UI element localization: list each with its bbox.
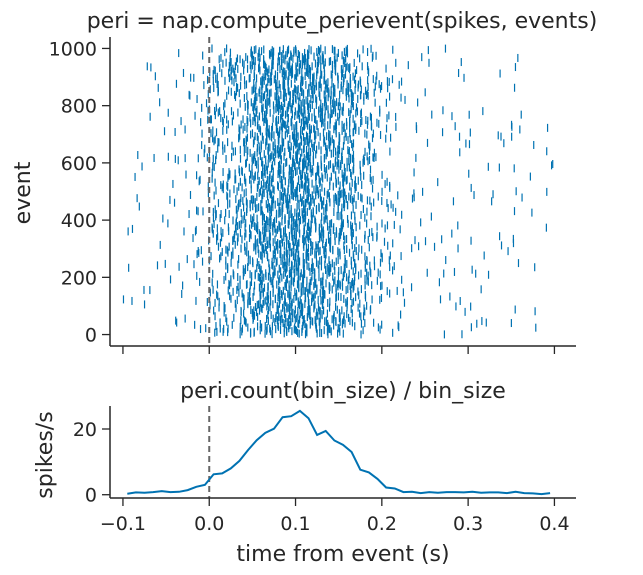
raster-y-tick-label-0: 0: [85, 325, 97, 347]
raster-x-axis: [122, 346, 556, 354]
rate-title: peri.count(bin_size) / bin_size: [180, 379, 506, 404]
raster-panel: peri = nap.compute_perievent(spikes, eve…: [11, 9, 597, 354]
raster-y-tick-label-1: 200: [61, 267, 97, 289]
rate-x-axis: −0.1 0.0 0.1 0.2 0.3 0.4: [100, 498, 570, 535]
rate-y-axis: 0 20: [73, 419, 110, 507]
rate-x-tick-label-1: 0.0: [194, 513, 224, 535]
raster-spike-ticks: [122, 44, 554, 339]
raster-title: peri = nap.compute_perievent(spikes, eve…: [87, 9, 598, 34]
raster-y-label: event: [11, 161, 36, 224]
rate-y-tick-label-0: 0: [85, 485, 97, 507]
raster-y-tick-label-5: 1000: [49, 38, 97, 60]
raster-y-tick-label-2: 400: [61, 210, 97, 232]
rate-x-tick-label-3: 0.2: [367, 513, 397, 535]
rate-series-line: [127, 409, 551, 496]
rate-x-tick-label-4: 0.3: [453, 513, 483, 535]
raster-y-axis: 0 200 400 600 800 1000: [49, 38, 110, 347]
rate-x-label: time from event (s): [236, 542, 449, 567]
rate-x-tick-label-0: −0.1: [100, 513, 146, 535]
rate-x-tick-label-2: 0.1: [280, 513, 310, 535]
raster-y-tick-label-4: 800: [61, 96, 97, 118]
rate-y-tick-label-1: 20: [73, 419, 97, 441]
rate-x-tick-label-5: 0.4: [539, 513, 569, 535]
rate-panel: peri.count(bin_size) / bin_size spikes/s…: [33, 379, 576, 567]
rate-y-label: spikes/s: [33, 411, 58, 498]
raster-y-tick-label-3: 600: [61, 153, 97, 175]
